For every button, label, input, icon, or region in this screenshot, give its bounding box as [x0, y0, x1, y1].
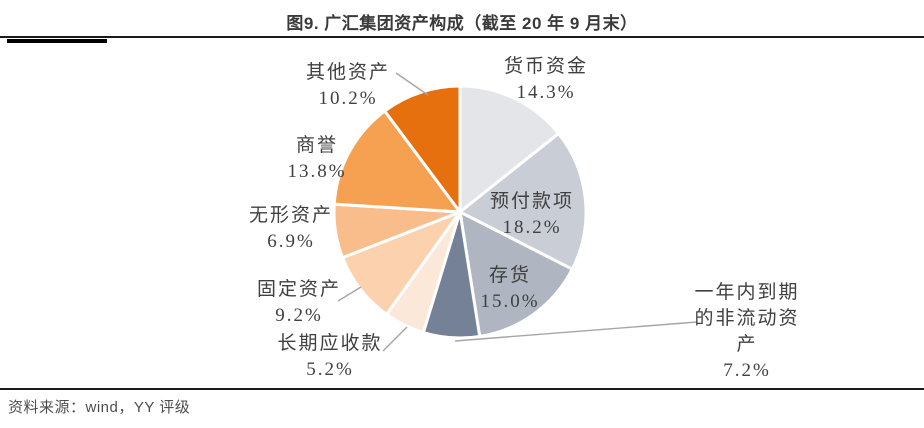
leader-line-0: [395, 72, 429, 96]
pie-label-line: 18.2%: [502, 217, 562, 238]
pie-label-line: 13.8%: [287, 161, 347, 182]
figure-title: 图9. 广汇集团资产构成（截至 20 年 9 月末）: [286, 14, 638, 33]
pie-label-line: 预付款项: [489, 191, 575, 212]
pie-label-long-term-receivables: 长期应收款 5.2%: [277, 331, 382, 383]
pie-label-line: 14.3%: [516, 82, 576, 103]
pie-slice-2: [458, 210, 574, 338]
pie-label-line: 存货: [488, 265, 532, 286]
pie-label-line: 固定资产: [256, 279, 342, 300]
pie-label-line: 15.0%: [480, 291, 540, 312]
source-note: 资料来源：wind，YY 评级: [8, 399, 191, 416]
pie-label-line: 无形资产: [248, 205, 334, 226]
pie-label-line: 9.2%: [275, 305, 323, 326]
pie-label-line: 其他资产: [305, 62, 391, 83]
pie-label-intangible-assets: 无形资产 6.9%: [249, 203, 333, 255]
leader-line-1: [337, 286, 362, 302]
pie-label-goodwill: 商誉 13.8%: [287, 133, 346, 185]
pie-label-fixed-assets: 固定资产 9.2%: [257, 277, 341, 329]
pie-label-line: 7.2%: [723, 360, 771, 381]
pie-label-noncurrent-due-within-1y: 一年内到期的非流动资产 7.2%: [694, 280, 799, 384]
header-rule: [0, 36, 924, 38]
pie-label-line: 6.9%: [267, 231, 315, 252]
pie-label-line: 产: [736, 334, 758, 355]
pie-label-line: 5.2%: [306, 359, 354, 380]
pie-label-line: 货币资金: [503, 56, 589, 77]
leader-line-2: [382, 326, 408, 352]
pie-slice-1: [458, 132, 588, 271]
pie-label-other-assets: 其他资产 10.2%: [306, 60, 390, 112]
pie-label-prepayments: 预付款项 18.2%: [490, 189, 574, 241]
pie-slice-0: [458, 84, 561, 214]
pie-label-line: 一年内到期: [694, 282, 800, 303]
pie-label-line: 商誉: [295, 135, 339, 156]
pie-label-inventory: 存货 15.0%: [480, 263, 539, 315]
pie-label-line: 10.2%: [318, 88, 378, 109]
leader-line-3: [454, 321, 698, 342]
pie-slice-7: [332, 109, 462, 214]
footer-rule: [0, 388, 924, 390]
header-rule-accent: [7, 39, 107, 43]
pie-label-line: 的非流动资: [694, 308, 800, 329]
pie-slice-8: [383, 84, 462, 214]
pie-label-line: 长期应收款: [277, 333, 383, 354]
pie-label-currency-funds: 货币资金 14.3%: [504, 54, 588, 106]
